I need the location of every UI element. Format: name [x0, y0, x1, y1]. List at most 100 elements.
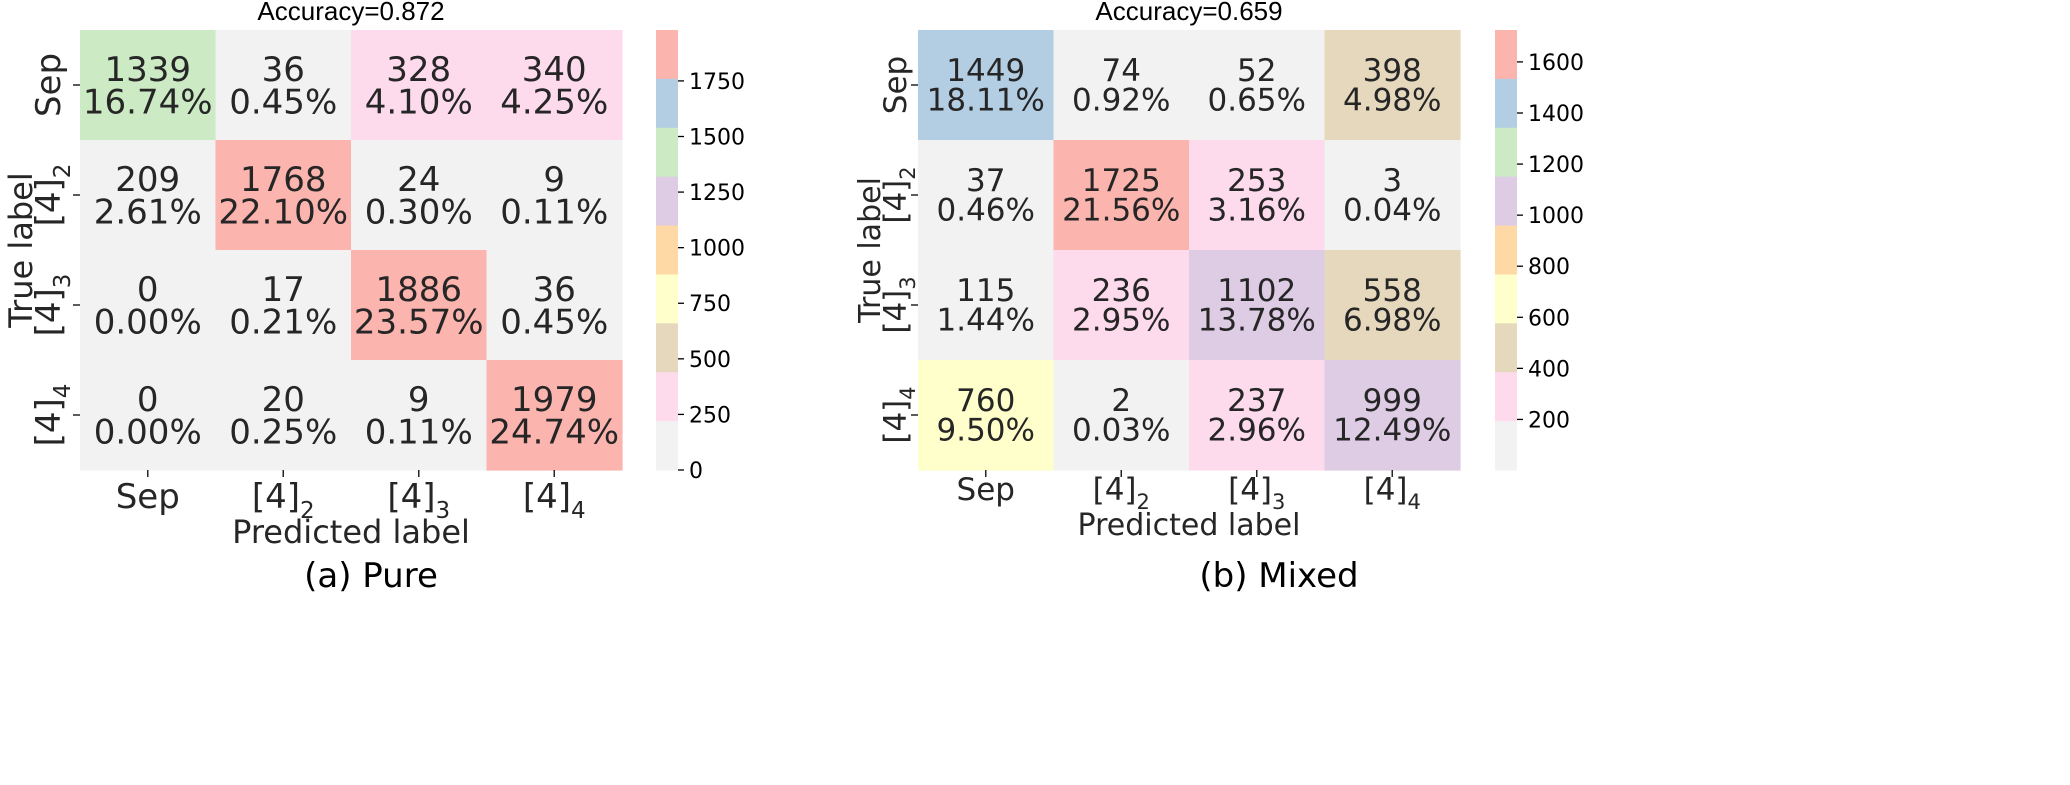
- heatmap-cell: [215, 140, 352, 251]
- colorbar-tick-label: 1750: [689, 70, 745, 95]
- heatmap-cell: [1324, 30, 1461, 141]
- x-axis-label: Predicted label: [232, 513, 470, 551]
- cell-percentage: 4.98%: [1343, 82, 1441, 118]
- heatmap-cell: [351, 250, 488, 361]
- cell-count: 3: [1382, 163, 1402, 199]
- heatmap-cell: [1324, 360, 1461, 471]
- cell-percentage: 0.25%: [229, 412, 337, 452]
- cell-percentage: 2.95%: [1072, 302, 1170, 338]
- y-tick-label: Sep: [878, 56, 914, 114]
- cell-percentage: 4.10%: [365, 82, 473, 122]
- y-tick-label: Sep: [29, 53, 69, 117]
- cell-count: 17: [262, 270, 305, 310]
- cell-percentage: 0.21%: [229, 302, 337, 342]
- heatmap-cell: [215, 360, 352, 471]
- heatmap-cell: [486, 140, 623, 251]
- cell-count: 328: [386, 50, 451, 90]
- heatmap-cell: [80, 360, 217, 471]
- heatmap-cell: [80, 250, 217, 361]
- heatmap-cell: [1189, 30, 1326, 141]
- cell-percentage: 0.11%: [365, 412, 473, 452]
- colorbar-segment: [1495, 372, 1517, 422]
- cell-count: 24: [397, 160, 440, 200]
- cell-count: 20: [262, 380, 305, 420]
- cell-count: 52: [1237, 53, 1276, 89]
- cell-count: 558: [1363, 273, 1422, 309]
- colorbar-tick-label: 1000: [1528, 204, 1584, 229]
- cell-count: 760: [956, 383, 1015, 419]
- cell-percentage: 13.78%: [1198, 302, 1316, 338]
- colorbar-tick-label: 250: [689, 403, 731, 428]
- y-tick-label: [4]2: [878, 166, 920, 223]
- heatmap-cell: [486, 30, 623, 141]
- cell-count: 1768: [240, 160, 327, 200]
- colorbar-segment: [1495, 127, 1517, 178]
- cell-count: 36: [533, 270, 576, 310]
- cell-count: 253: [1227, 163, 1286, 199]
- confusion-matrix-pure: Accuracy=0.872133916.74%360.45%3284.10%3…: [2, 0, 745, 596]
- chart-title: Accuracy=0.659: [1095, 0, 1282, 26]
- colorbar-segment: [656, 30, 678, 80]
- cell-count: 999: [1363, 383, 1422, 419]
- colorbar-segment: [1495, 225, 1517, 276]
- cell-count: 9: [408, 380, 430, 420]
- cell-percentage: 0.65%: [1208, 82, 1306, 118]
- cell-percentage: 0.45%: [229, 82, 337, 122]
- cell-count: 1449: [946, 53, 1025, 89]
- colorbar-segment: [656, 274, 678, 324]
- cell-count: 1725: [1082, 163, 1161, 199]
- cell-percentage: 23.57%: [354, 302, 484, 342]
- heatmap-cell: [351, 140, 488, 251]
- colorbar-segment: [656, 225, 678, 276]
- x-tick-label: [4]3: [1228, 472, 1285, 514]
- x-tick-label: [4]4: [523, 477, 586, 524]
- cell-percentage: 0.46%: [937, 192, 1035, 228]
- cell-count: 237: [1227, 383, 1286, 419]
- colorbar: 0 250 500 750 1000 1250 1500 1750: [656, 30, 745, 484]
- heatmap-cell: [918, 140, 1055, 251]
- x-tick-label: [4]2: [1093, 472, 1150, 514]
- heatmap-cell: [1053, 250, 1190, 361]
- cell-percentage: 1.44%: [937, 302, 1035, 338]
- colorbar-segment: [656, 372, 678, 422]
- cell-count: 398: [1363, 53, 1422, 89]
- cell-percentage: 9.50%: [937, 412, 1035, 448]
- colorbar-tick-label: 1400: [1528, 102, 1584, 127]
- cell-percentage: 21.56%: [1062, 192, 1180, 228]
- cell-percentage: 22.10%: [218, 192, 348, 232]
- cell-count: 209: [115, 160, 180, 200]
- cell-percentage: 0.45%: [500, 302, 608, 342]
- colorbar-segment: [1495, 323, 1517, 373]
- cell-percentage: 24.74%: [489, 412, 619, 452]
- colorbar-tick-label: 800: [1528, 255, 1570, 280]
- cell-percentage: 2.96%: [1208, 412, 1306, 448]
- x-tick-label: Sep: [116, 477, 180, 517]
- cell-count: 1102: [1217, 273, 1296, 309]
- colorbar-tick-label: 1500: [689, 125, 745, 150]
- colorbar-segment: [656, 421, 678, 471]
- y-tick-label: [4]4: [29, 384, 76, 447]
- colorbar-tick-label: 1250: [689, 181, 745, 206]
- colorbar-tick-label: 200: [1528, 408, 1570, 433]
- heatmap-cell: [1324, 140, 1461, 251]
- colorbar-tick-label: 1600: [1528, 51, 1584, 76]
- y-axis-label: True label: [2, 172, 40, 329]
- heatmap-cell: [1324, 250, 1461, 361]
- cell-percentage: 0.92%: [1072, 82, 1170, 118]
- colorbar-segment: [1495, 421, 1517, 471]
- cell-count: 1886: [375, 270, 462, 310]
- cell-percentage: 0.00%: [94, 302, 202, 342]
- cell-count: 115: [956, 273, 1015, 309]
- heatmap-cell: [80, 30, 217, 141]
- cell-percentage: 0.11%: [500, 192, 608, 232]
- x-tick-label: [4]4: [1364, 472, 1421, 514]
- colorbar-segment: [656, 323, 678, 373]
- colorbar-tick-label: 500: [689, 348, 731, 373]
- cell-percentage: 2.61%: [94, 192, 202, 232]
- y-tick-label: [4]4: [878, 386, 920, 443]
- cell-percentage: 0.00%: [94, 412, 202, 452]
- heatmap-cell: [918, 360, 1055, 471]
- colorbar-tick-label: 0: [689, 459, 703, 484]
- heatmap-cell: [1053, 140, 1190, 251]
